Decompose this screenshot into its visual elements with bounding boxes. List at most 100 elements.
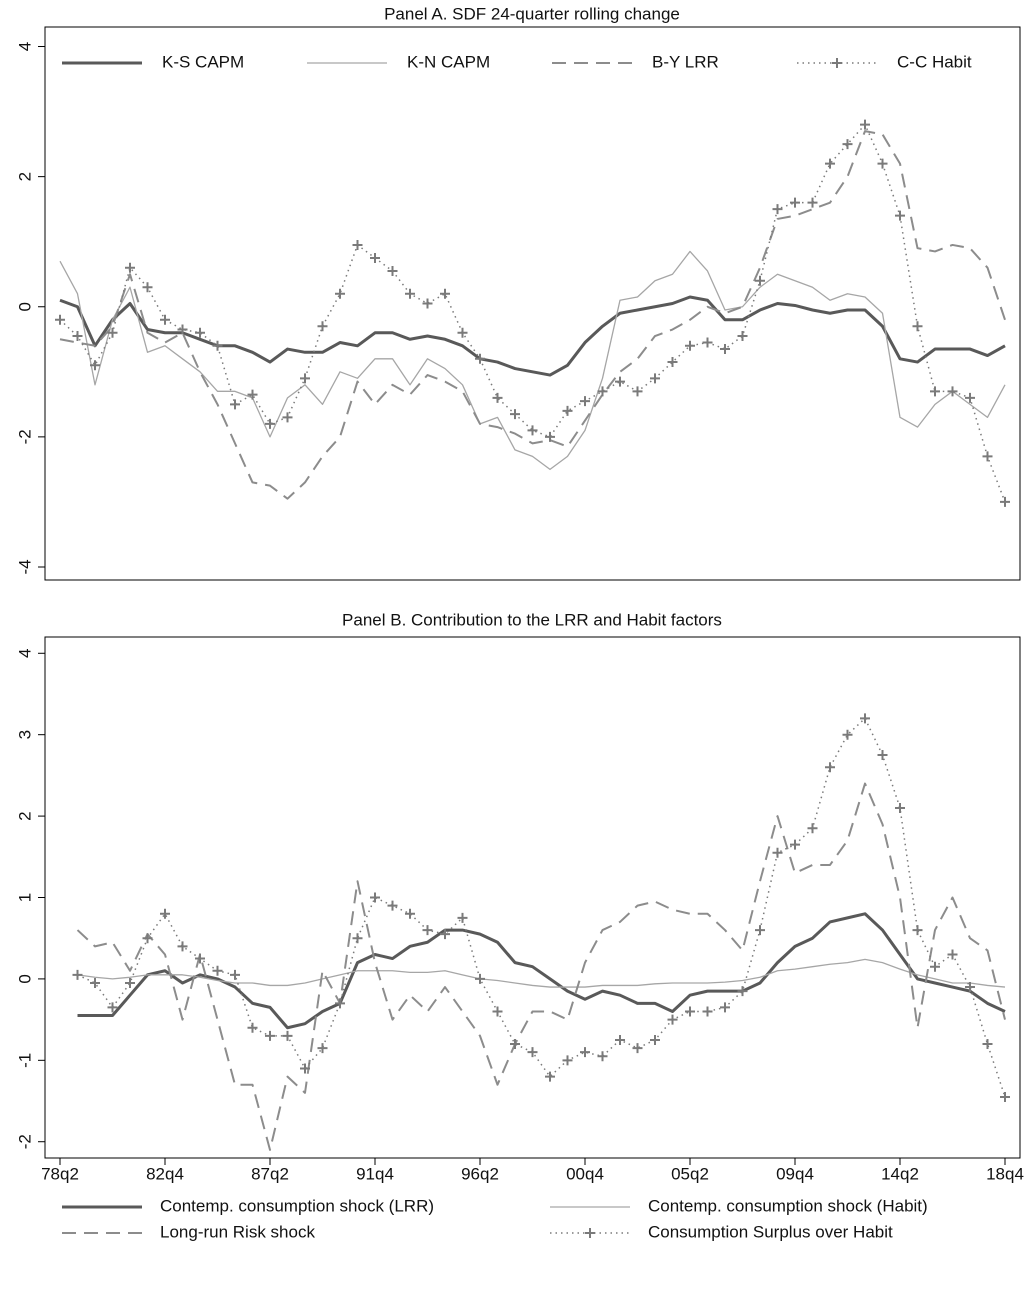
x-tick-label: 14q2: [881, 1164, 919, 1183]
series-marker: [160, 908, 170, 919]
series-marker: [702, 337, 713, 348]
series-marker: [632, 1043, 643, 1054]
legend-label: C-C Habit: [897, 52, 972, 71]
series-marker: [860, 119, 870, 130]
series-marker: [930, 386, 940, 397]
panel-b-title: Panel B. Contribution to the LRR and Hab…: [342, 610, 722, 629]
series-marker: [930, 961, 940, 972]
series-marker: [685, 340, 695, 351]
series-marker: [737, 331, 748, 342]
series-marker: [282, 412, 293, 423]
plot-frame: [44, 636, 1021, 1159]
series-marker: [755, 275, 765, 286]
series-marker: [125, 262, 135, 273]
series-marker: [790, 839, 800, 850]
series-marker: [492, 392, 503, 403]
series-marker: [177, 324, 188, 335]
series-marker: [842, 139, 853, 150]
x-tick-label: 18q4: [986, 1164, 1024, 1183]
legend-label: Consumption Surplus over Habit: [648, 1222, 893, 1241]
series-marker: [895, 802, 905, 813]
x-tick-label: 05q2: [671, 1164, 709, 1183]
x-tick-label: 87q2: [251, 1164, 289, 1183]
series-marker: [475, 973, 485, 984]
series-marker: [90, 360, 100, 371]
series-marker: [230, 969, 240, 980]
series-marker: [965, 392, 975, 403]
y-tick-label: 0: [15, 974, 34, 983]
series-marker: [877, 158, 888, 169]
series-marker: [107, 1002, 118, 1013]
series-marker: [90, 977, 100, 988]
series-marker: [772, 204, 783, 215]
series-marker: [790, 197, 800, 208]
series-marker: [720, 1002, 730, 1013]
series-marker: [142, 282, 153, 293]
series-marker: [195, 953, 205, 964]
series-marker: [352, 933, 363, 944]
y-tick-label: 4: [15, 42, 34, 51]
series-marker: [667, 357, 678, 368]
series-marker: [895, 210, 905, 221]
x-tick-label: 91q4: [356, 1164, 394, 1183]
legend-marker: [585, 1228, 595, 1238]
y-tick-label: -2: [15, 1134, 34, 1149]
series-marker: [440, 929, 450, 940]
series-marker: [510, 1039, 520, 1050]
series-marker: [457, 912, 468, 923]
series-marker: [825, 158, 835, 169]
series-marker: [370, 252, 380, 263]
series-marker: [615, 1034, 625, 1045]
series-marker: [772, 847, 783, 858]
y-tick-label: 1: [15, 893, 34, 902]
series-marker: [317, 321, 328, 332]
series-marker: [667, 1014, 678, 1025]
y-tick-label: 0: [15, 302, 34, 311]
series-marker: [545, 1071, 555, 1082]
series-marker: [755, 925, 765, 936]
legend-label: K-N CAPM: [407, 52, 490, 71]
series-marker: [807, 197, 818, 208]
series-line: [77, 912, 1006, 1030]
series-marker: [405, 288, 415, 299]
legend-label: B-Y LRR: [652, 52, 719, 71]
series-marker: [212, 965, 223, 976]
series-line: [59, 130, 1006, 500]
y-tick-label: -1: [15, 1053, 34, 1068]
series-marker: [247, 389, 258, 400]
x-tick-label: 96q2: [461, 1164, 499, 1183]
series-marker: [195, 327, 205, 338]
series-marker: [825, 762, 835, 773]
series-marker: [72, 969, 83, 980]
series-marker: [982, 1039, 993, 1050]
series-marker: [492, 1006, 503, 1017]
series-line: [59, 295, 1006, 377]
series-marker: [685, 1006, 695, 1017]
series-marker: [877, 750, 888, 761]
series-marker: [737, 986, 748, 997]
x-tick-label: 78q2: [41, 1164, 79, 1183]
series-marker: [807, 823, 818, 834]
x-tick-label: 82q4: [146, 1164, 184, 1183]
series-marker: [947, 949, 958, 960]
series-marker: [55, 314, 65, 325]
series-marker: [912, 321, 923, 332]
series-marker: [212, 340, 223, 351]
y-tick-label: 4: [15, 649, 34, 658]
legend-label: Contemp. consumption shock (LRR): [160, 1196, 434, 1215]
series-marker: [842, 729, 853, 740]
series-marker: [387, 265, 398, 276]
series-line: [77, 958, 1006, 988]
legend-marker: [832, 58, 842, 68]
legend-label: Long-run Risk shock: [160, 1222, 315, 1241]
series-marker: [230, 399, 240, 410]
y-tick-label: -2: [15, 429, 34, 444]
y-tick-label: 2: [15, 172, 34, 181]
series-marker: [335, 998, 345, 1009]
series-marker: [457, 327, 468, 338]
series-marker: [142, 933, 153, 944]
series-marker: [562, 405, 573, 416]
series-marker: [650, 373, 660, 384]
series-marker: [982, 451, 993, 462]
